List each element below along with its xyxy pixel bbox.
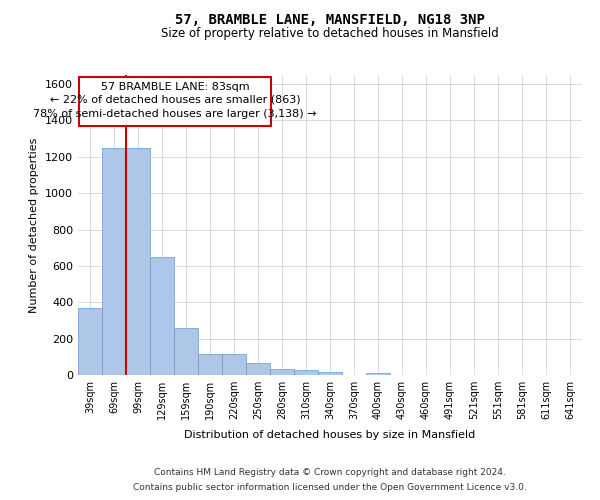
Bar — [198, 354, 222, 375]
Bar — [222, 354, 246, 375]
Text: Contains HM Land Registry data © Crown copyright and database right 2024.: Contains HM Land Registry data © Crown c… — [154, 468, 506, 477]
FancyBboxPatch shape — [79, 77, 271, 126]
Bar — [78, 308, 102, 375]
Bar — [126, 148, 150, 375]
Text: Distribution of detached houses by size in Mansfield: Distribution of detached houses by size … — [184, 430, 476, 440]
Y-axis label: Number of detached properties: Number of detached properties — [29, 138, 40, 312]
Bar — [318, 372, 342, 375]
Bar — [102, 148, 126, 375]
Bar — [294, 370, 318, 375]
Text: Contains public sector information licensed under the Open Government Licence v3: Contains public sector information licen… — [133, 483, 527, 492]
Bar — [366, 373, 390, 375]
Text: 57 BRAMBLE LANE: 83sqm: 57 BRAMBLE LANE: 83sqm — [101, 82, 250, 92]
Text: 57, BRAMBLE LANE, MANSFIELD, NG18 3NP: 57, BRAMBLE LANE, MANSFIELD, NG18 3NP — [175, 12, 485, 26]
Bar — [246, 363, 270, 375]
Bar — [150, 257, 174, 375]
Bar — [270, 368, 294, 375]
Text: 78% of semi-detached houses are larger (3,138) →: 78% of semi-detached houses are larger (… — [34, 108, 317, 118]
Text: ← 22% of detached houses are smaller (863): ← 22% of detached houses are smaller (86… — [50, 95, 301, 105]
Text: Size of property relative to detached houses in Mansfield: Size of property relative to detached ho… — [161, 28, 499, 40]
Bar — [174, 328, 198, 375]
